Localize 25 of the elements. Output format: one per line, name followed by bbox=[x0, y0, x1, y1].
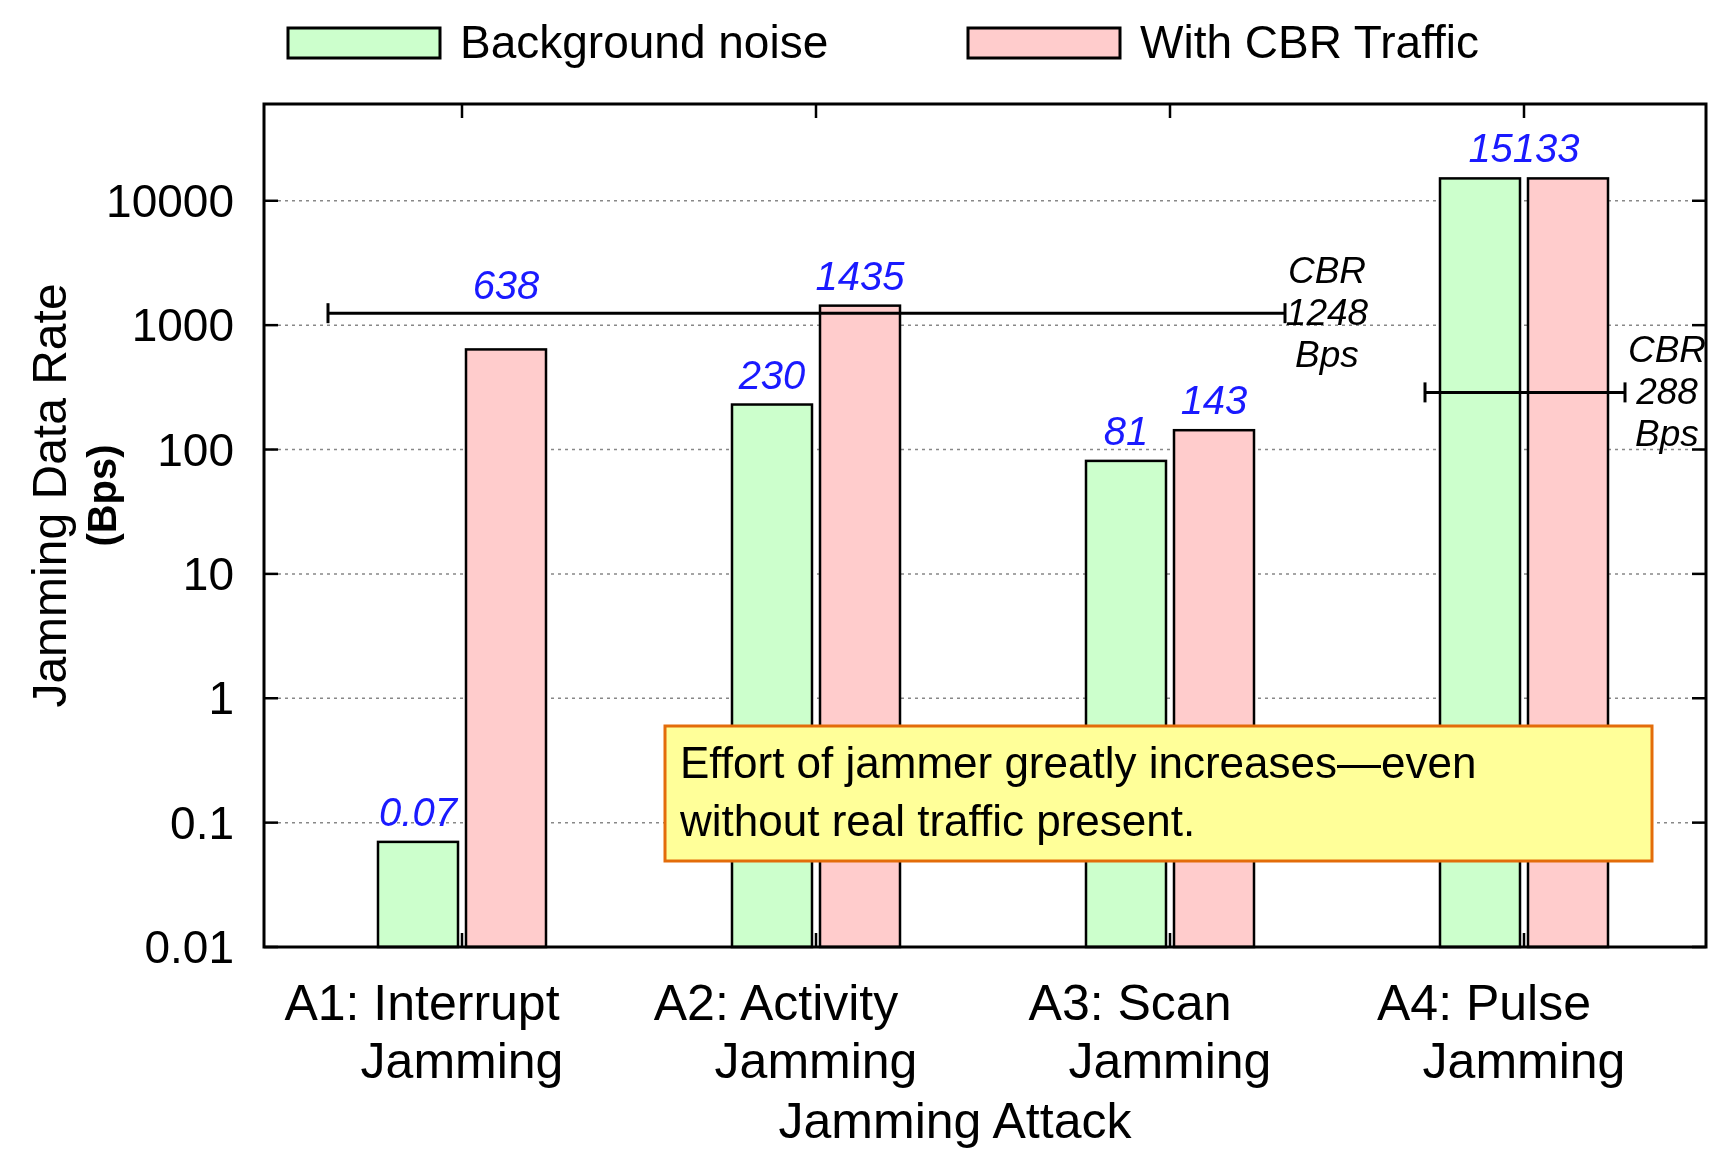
y-tick-label: 0.01 bbox=[144, 921, 234, 973]
x-tick-label: A2: Activity Jamming bbox=[653, 975, 918, 1089]
y-tick-label: 10000 bbox=[106, 174, 234, 227]
legend-label: Background noise bbox=[460, 16, 829, 68]
y-tick-label: 1000 bbox=[131, 299, 234, 352]
data-label: 81 bbox=[1103, 408, 1149, 453]
data-label: 143 bbox=[1180, 378, 1248, 423]
data-label: 1435 bbox=[815, 253, 906, 298]
ref-line-label: CBR 1248 Bps bbox=[1285, 250, 1369, 376]
y-tick-label: 1 bbox=[208, 672, 234, 725]
data-label: 230 bbox=[737, 352, 806, 397]
ref-line-label: CBR 288 Bps bbox=[1627, 329, 1707, 455]
y-tick-label: 100 bbox=[157, 423, 234, 476]
annotation: Effort of jammer greatly increases—even without real traffic present. bbox=[679, 738, 1477, 845]
legend-label: With CBR Traffic bbox=[1140, 16, 1480, 68]
x-tick-label: A1: Interrupt Jamming bbox=[284, 975, 564, 1089]
data-label: 15133 bbox=[1468, 126, 1580, 171]
x-axis-title: Jamming Attack bbox=[778, 1093, 1133, 1149]
data-label: 0.07 bbox=[379, 789, 459, 834]
y-axis-title: Jamming Data Rate (Bps) bbox=[23, 283, 124, 708]
y-tick-label: 0.1 bbox=[170, 796, 234, 849]
x-tick-label: A4: Pulse Jamming bbox=[1376, 975, 1626, 1089]
x-tick-label: A3: Scan Jamming bbox=[1028, 975, 1272, 1089]
data-label: 638 bbox=[472, 263, 541, 308]
y-tick-label: 10 bbox=[182, 547, 234, 600]
